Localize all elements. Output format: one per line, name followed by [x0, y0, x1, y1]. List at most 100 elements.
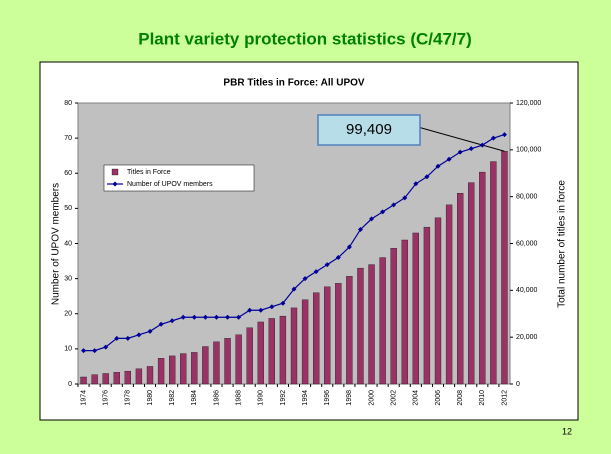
x-tick-label: 1988: [235, 390, 242, 406]
y2-tick-label: 40,000: [516, 287, 538, 294]
marker: [346, 244, 352, 250]
marker: [258, 307, 264, 313]
bar: [401, 239, 408, 385]
bar: [434, 217, 442, 385]
x-tick-label: 2008: [457, 390, 464, 406]
marker: [236, 314, 242, 320]
marker: [402, 195, 408, 201]
data-label: 99,409: [346, 121, 392, 138]
x-tick-label: 1990: [258, 390, 265, 406]
y-tick-label: 70: [64, 135, 72, 142]
y2-tick-label: 20,000: [516, 334, 538, 341]
x-tick-label: 2006: [435, 390, 442, 406]
marker: [424, 174, 430, 180]
y2-axis-title: Total number of titles in force: [557, 180, 568, 308]
marker: [313, 269, 319, 275]
marker: [147, 328, 153, 334]
marker: [391, 202, 397, 208]
bar: [501, 151, 508, 385]
legend-label: Number of UPOV members: [127, 181, 213, 188]
marker: [380, 209, 386, 215]
marker: [269, 304, 275, 310]
marker: [125, 335, 131, 341]
marker: [435, 163, 441, 169]
y-tick-label: 60: [64, 170, 72, 177]
marker: [247, 307, 253, 313]
chart-title: PBR Titles in Force: All UPOV: [223, 78, 364, 89]
bar: [301, 299, 309, 385]
marker: [468, 146, 474, 152]
y-tick-label: 30: [64, 275, 72, 282]
bar: [180, 353, 187, 385]
y-tick-label: 80: [64, 100, 72, 107]
x-tick-label: 1998: [346, 390, 353, 406]
marker: [280, 300, 286, 306]
marker: [490, 135, 496, 141]
bar: [268, 318, 275, 385]
y-tick-label: 40: [64, 240, 72, 247]
y-tick-label: 20: [64, 311, 72, 318]
x-tick-label: 1974: [80, 390, 87, 406]
bar: [290, 307, 298, 385]
bar: [412, 232, 419, 385]
y-tick-label: 10: [64, 346, 72, 353]
x-tick-label: 2012: [501, 390, 508, 406]
marker: [180, 314, 186, 320]
marker: [136, 332, 142, 338]
x-tick-label: 1982: [169, 390, 176, 406]
marker: [92, 348, 98, 354]
marker: [158, 321, 164, 327]
bar: [246, 327, 253, 385]
marker: [335, 255, 341, 261]
marker: [369, 216, 375, 222]
bar: [390, 248, 397, 385]
x-tick-label: 1986: [213, 390, 220, 406]
marker: [357, 226, 363, 232]
bar: [457, 193, 464, 385]
bar: [357, 267, 364, 385]
x-tick-label: 1994: [302, 390, 309, 406]
bar: [423, 226, 431, 385]
bar: [157, 358, 165, 385]
y-axis-title: Number of UPOV members: [51, 183, 62, 305]
bar: [80, 376, 87, 385]
marker: [81, 348, 87, 354]
bar: [257, 321, 264, 385]
marker: [302, 276, 308, 282]
marker: [191, 314, 197, 320]
bar: [468, 182, 475, 385]
y-tick-label: 0: [68, 381, 72, 388]
marker: [479, 142, 485, 148]
legend-box: [103, 164, 255, 192]
bar: [91, 374, 98, 385]
x-tick-label: 1996: [324, 390, 331, 406]
bar: [313, 292, 320, 385]
bar: [213, 341, 220, 385]
legend-label: Titles in Force: [127, 169, 171, 176]
x-tick-label: 1976: [103, 390, 110, 406]
bar: [490, 161, 497, 385]
x-tick-label: 1984: [191, 390, 198, 406]
x-tick-label: 2000: [368, 390, 375, 406]
bar: [146, 366, 154, 385]
bar: [479, 171, 486, 385]
marker: [446, 156, 452, 162]
y2-tick-label: 120,000: [516, 100, 541, 107]
marker: [114, 335, 120, 341]
y2-tick-label: 60,000: [516, 240, 538, 247]
bar: [445, 204, 453, 385]
bar: [224, 338, 231, 385]
x-tick-label: 1992: [280, 390, 287, 406]
y2-tick-label: 100,000: [516, 147, 541, 154]
bar: [102, 373, 109, 385]
x-tick-label: 2002: [391, 390, 398, 406]
marker: [213, 314, 219, 320]
y2-tick-label: 80,000: [516, 194, 538, 201]
y-tick-label: 50: [64, 205, 72, 212]
bar: [279, 315, 287, 385]
bar: [191, 352, 198, 385]
bar: [346, 276, 353, 385]
marker: [169, 318, 175, 324]
x-tick-label: 2004: [413, 390, 420, 406]
